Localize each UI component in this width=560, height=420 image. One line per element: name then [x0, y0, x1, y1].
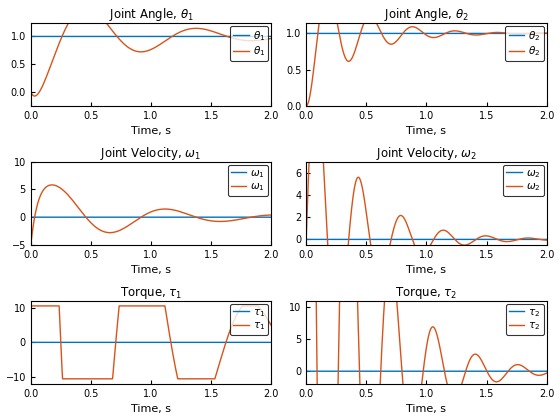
Title: Joint Angle, $\theta_2$: Joint Angle, $\theta_2$: [384, 5, 469, 23]
X-axis label: Time, s: Time, s: [407, 265, 446, 276]
X-axis label: Time, s: Time, s: [131, 126, 171, 136]
X-axis label: Time, s: Time, s: [131, 265, 171, 276]
X-axis label: Time, s: Time, s: [407, 404, 446, 415]
Title: Joint Velocity, $\omega_1$: Joint Velocity, $\omega_1$: [100, 144, 202, 162]
Legend: $\theta_1$, $\theta_1$: $\theta_1$, $\theta_1$: [230, 26, 268, 61]
Legend: $\theta_2$, $\theta_2$: $\theta_2$, $\theta_2$: [505, 26, 544, 61]
Legend: $\tau_2$, $\tau_2$: $\tau_2$, $\tau_2$: [506, 304, 544, 335]
Title: Torque, $\tau_2$: Torque, $\tau_2$: [395, 285, 458, 301]
Legend: $\tau_1$, $\tau_1$: $\tau_1$, $\tau_1$: [230, 304, 268, 335]
X-axis label: Time, s: Time, s: [407, 126, 446, 136]
Title: Joint Angle, $\theta_1$: Joint Angle, $\theta_1$: [109, 5, 194, 23]
X-axis label: Time, s: Time, s: [131, 404, 171, 415]
Legend: $\omega_2$, $\omega_2$: $\omega_2$, $\omega_2$: [503, 165, 544, 196]
Title: Torque, $\tau_1$: Torque, $\tau_1$: [120, 285, 182, 301]
Title: Joint Velocity, $\omega_2$: Joint Velocity, $\omega_2$: [376, 144, 477, 162]
Legend: $\omega_1$, $\omega_1$: $\omega_1$, $\omega_1$: [227, 165, 268, 196]
